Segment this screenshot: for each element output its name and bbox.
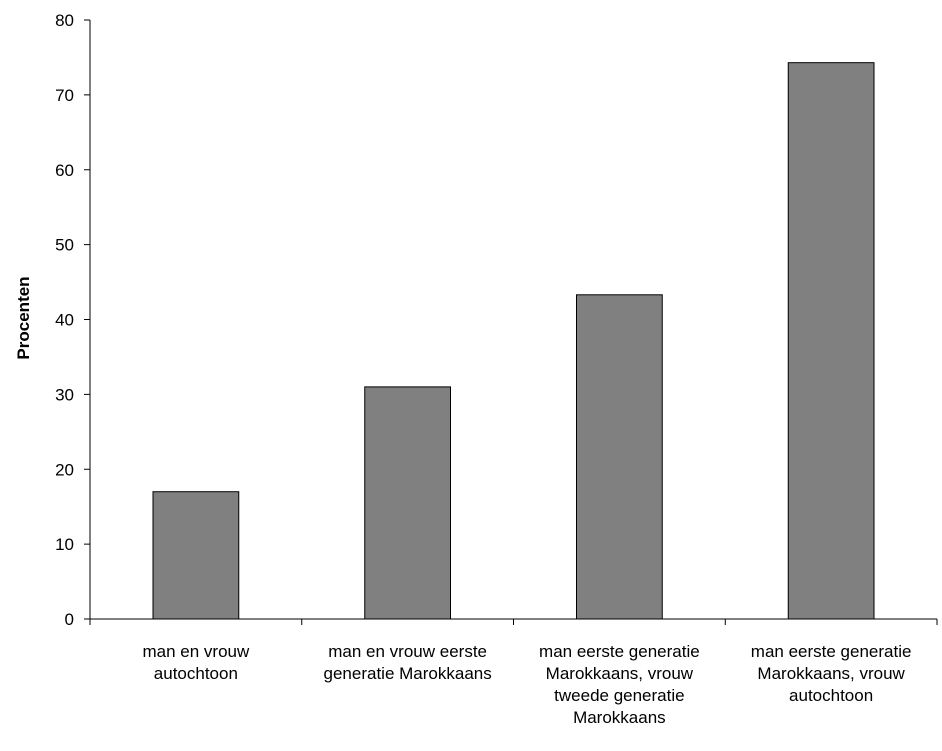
x-category-label: man en vrouw eerste generatie Marokkaans: [324, 642, 492, 683]
y-tick-label: 60: [55, 161, 74, 180]
bar: [152, 491, 240, 620]
y-tick-label: 20: [55, 460, 74, 479]
bar: [364, 386, 452, 620]
y-tick-label: 30: [55, 385, 74, 404]
x-category-label: man eerste generatie Marokkaans, vrouw twe…: [539, 642, 700, 727]
y-tick-label: 40: [55, 311, 74, 330]
y-tick-label: 10: [55, 535, 74, 554]
bar: [575, 294, 663, 620]
x-category-label: man en vrouw autochtoon: [142, 642, 249, 683]
y-tick-label: 70: [55, 86, 74, 105]
y-tick-label: 0: [65, 610, 74, 629]
plot-area: 0 10 20 30 40 50 60 70 80 man en vrouw autochtoon m…: [55, 11, 938, 727]
y-tick-label: 50: [55, 236, 74, 255]
y-tick-label: 80: [55, 11, 74, 30]
y-axis-label: Procenten: [14, 276, 33, 359]
bar: [787, 62, 875, 620]
x-category-label: man eerste generatie Marokkaans, vrouw aut…: [751, 642, 912, 705]
